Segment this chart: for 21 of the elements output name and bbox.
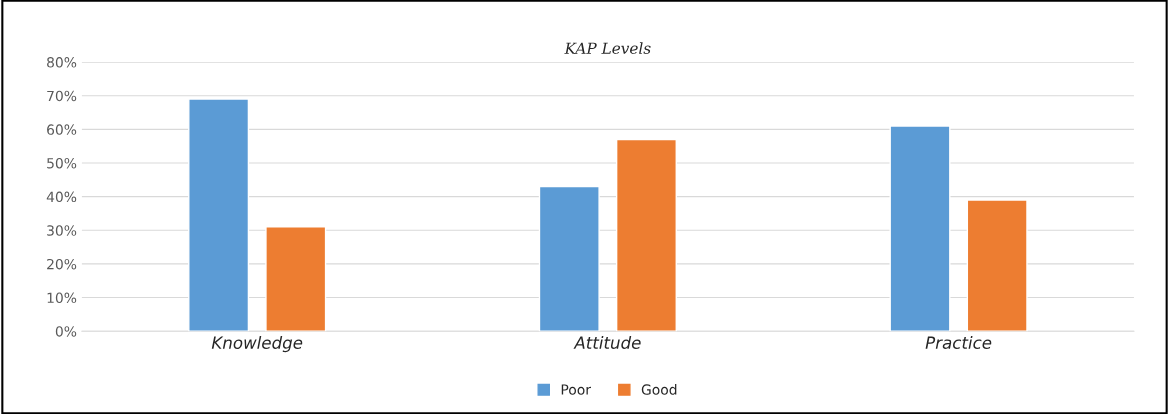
- bar: [889, 125, 951, 332]
- y-tick-label: 50%: [47, 157, 77, 169]
- y-tick-label: 40%: [46, 191, 77, 203]
- y-tick-label: 30%: [47, 225, 77, 236]
- bar: [538, 185, 600, 332]
- y-tick-label: 20%: [47, 258, 77, 270]
- chart-title: KAP Levels: [564, 42, 651, 54]
- x-tick-label: Practice: [925, 336, 992, 349]
- legend-label: Good: [641, 384, 677, 395]
- y-tick-label: 60%: [47, 124, 77, 135]
- y-tick-label: 10%: [47, 292, 77, 304]
- bar: [188, 98, 250, 332]
- bar: [265, 226, 327, 332]
- bar: [966, 199, 1028, 332]
- x-tick-label: Attitude: [573, 336, 641, 349]
- legend-label: Poor: [561, 384, 591, 395]
- x-tick-label: Knowledge: [211, 336, 303, 353]
- y-tick-label: 70%: [47, 90, 77, 102]
- bar: [615, 138, 677, 332]
- y-tick-label: 80%: [47, 57, 77, 68]
- y-tick-label: 0%: [55, 326, 77, 337]
